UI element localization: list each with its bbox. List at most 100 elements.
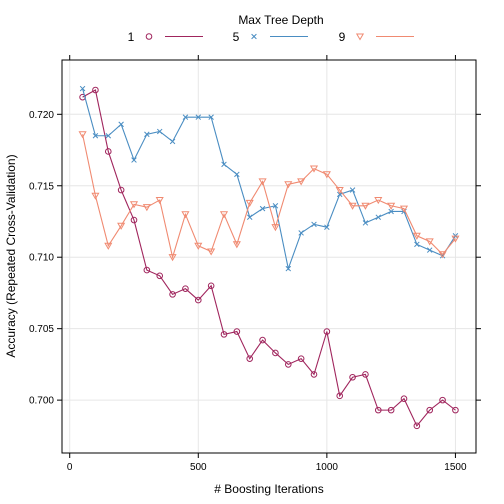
data-point [207, 248, 216, 256]
legend-entry-5: 5 [233, 30, 308, 44]
data-point [426, 406, 434, 414]
gridlines [62, 60, 476, 453]
data-point [348, 202, 357, 210]
data-point [438, 251, 447, 259]
y-axis-title: Accuracy (Repeated Cross-Validation) [4, 154, 18, 357]
data-point [285, 265, 292, 272]
data-point [169, 138, 176, 145]
data-point [322, 171, 331, 179]
x-tick-label: 1000 [316, 462, 339, 473]
data-point [362, 371, 369, 378]
x-tick-label: 0 [67, 462, 73, 473]
data-point [182, 285, 189, 292]
data-point [284, 181, 293, 189]
data-point [336, 392, 344, 400]
data-point [349, 187, 356, 193]
data-point [439, 396, 446, 404]
y-tick-label: 0.720 [29, 110, 54, 121]
legend-label: 1 [128, 30, 135, 44]
axes: 0 500 1000 1500 0.700 0.705 0.710 0.715 0.720 [29, 55, 481, 473]
x-axis-title: # Boosting Iterations [214, 482, 323, 496]
data-point [207, 282, 215, 290]
data-point [118, 121, 124, 128]
data-point [414, 241, 420, 248]
data-point [388, 208, 394, 215]
y-tick-label: 0.705 [29, 324, 54, 335]
data-point [298, 230, 304, 236]
legend-marker [355, 33, 365, 41]
series-1 [79, 86, 459, 430]
data-point [220, 331, 228, 338]
data-point [142, 204, 151, 212]
data-point [246, 214, 253, 220]
legend-title: Max Tree Depth [238, 13, 323, 27]
data-point [374, 406, 382, 414]
data-point [233, 328, 241, 335]
data-point [323, 328, 331, 335]
data-point [284, 361, 292, 368]
data-point [92, 86, 99, 94]
data-point [155, 196, 164, 205]
data-point [311, 221, 317, 228]
data-point [245, 199, 254, 207]
data-point [169, 291, 176, 298]
data-point [181, 211, 190, 219]
data-point [194, 296, 202, 304]
data-point [129, 201, 139, 209]
data-point [400, 395, 408, 402]
data-point [182, 114, 189, 120]
data-point [271, 224, 280, 232]
data-point [194, 242, 203, 250]
legend-marker [145, 33, 153, 40]
data-point [105, 132, 112, 139]
data-point [156, 272, 164, 280]
data-point [219, 211, 229, 219]
data-point [143, 266, 151, 274]
data-point [309, 165, 319, 173]
data-point [144, 131, 150, 138]
data-point [425, 238, 434, 246]
data-point [387, 406, 395, 414]
data-point [234, 171, 240, 178]
series-line [82, 89, 456, 427]
data-point [272, 203, 279, 209]
data-point [91, 192, 100, 200]
series-9 [78, 131, 460, 262]
y-tick-label: 0.700 [29, 396, 54, 407]
data-point [131, 157, 137, 163]
data-point [79, 85, 86, 92]
y-tick-label: 0.715 [29, 181, 54, 192]
data-point [117, 222, 126, 230]
data-point [208, 114, 214, 120]
series-layer [78, 85, 460, 430]
plot-panel [61, 59, 477, 454]
y-tick-label: 0.710 [29, 253, 54, 264]
legend: Max Tree Depth 1 5 9 [128, 13, 414, 44]
data-point [374, 196, 383, 205]
x-tick-label: 500 [190, 462, 207, 473]
data-point [361, 202, 370, 210]
data-point [324, 224, 330, 230]
data-point [426, 247, 433, 253]
data-point [272, 349, 279, 357]
data-point [297, 178, 306, 186]
series-5 [79, 85, 459, 272]
data-point [412, 232, 421, 240]
data-point [452, 406, 459, 414]
data-point [117, 186, 125, 194]
data-point [362, 220, 369, 226]
data-point [258, 178, 267, 186]
data-point [399, 205, 409, 213]
data-point [413, 422, 421, 430]
data-point [297, 355, 305, 362]
data-point [104, 242, 113, 250]
data-point [78, 131, 87, 139]
data-point [195, 114, 202, 120]
legend-label: 9 [339, 30, 346, 44]
data-point [130, 216, 138, 224]
legend-label: 5 [233, 30, 240, 44]
data-point [232, 241, 241, 249]
data-point [375, 214, 382, 220]
data-point [451, 235, 460, 243]
